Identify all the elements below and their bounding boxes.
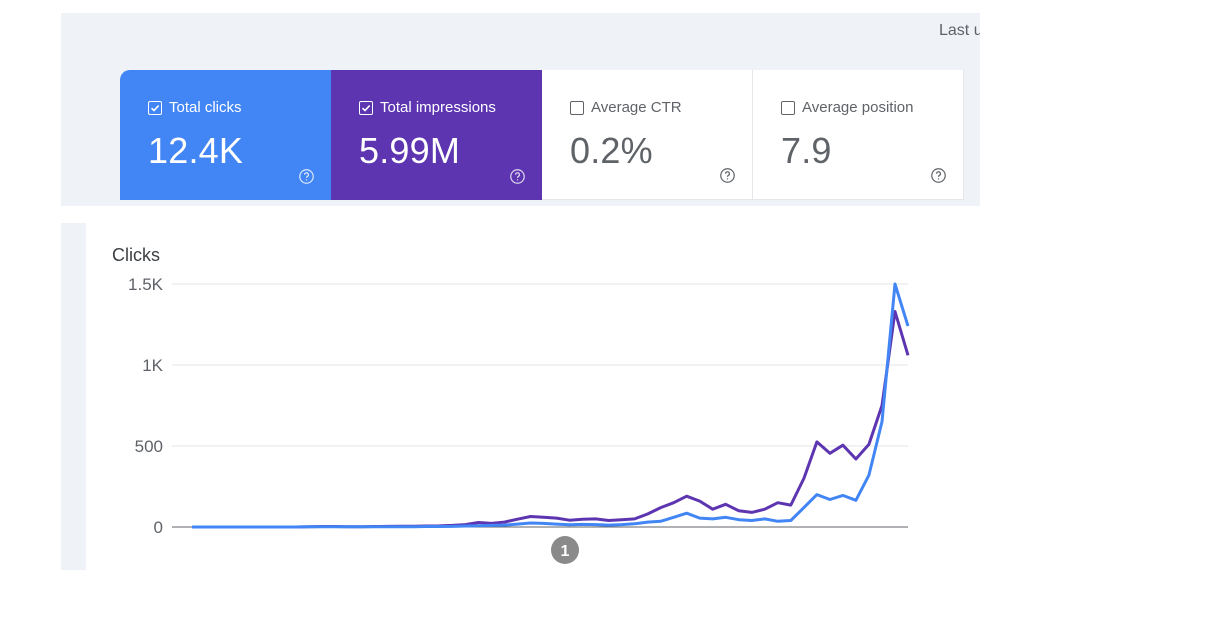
average-position-label: Average position: [802, 99, 914, 116]
average-position-value: 7.9: [781, 130, 832, 171]
total-impressions-card[interactable]: Total impressions 5.99M: [331, 70, 542, 200]
impressions-series-line: [192, 310, 910, 529]
annotation-marker-label[interactable]: 1: [561, 543, 570, 560]
help-icon[interactable]: [509, 168, 526, 185]
checkbox-checked-icon[interactable]: [148, 100, 162, 115]
help-icon[interactable]: [930, 167, 947, 184]
annotation-marker-circle[interactable]: [551, 536, 579, 564]
y-axis-title: Clicks: [112, 245, 160, 265]
checkbox-unchecked-icon[interactable]: [781, 100, 795, 115]
total-clicks-label: Total clicks: [169, 99, 242, 116]
total-impressions-label: Total impressions: [380, 99, 496, 116]
total-impressions-toggle[interactable]: Total impressions: [359, 99, 496, 116]
average-position-card[interactable]: Average position 7.9: [753, 70, 964, 200]
average-position-toggle[interactable]: Average position: [781, 99, 913, 116]
checkbox-checked-icon[interactable]: [359, 100, 373, 115]
total-clicks-toggle[interactable]: Total clicks: [148, 99, 242, 116]
last-updated-label: Last updated: [939, 22, 980, 39]
y-tick-label: 500: [135, 437, 163, 456]
total-clicks-card[interactable]: Total clicks 12.4K: [120, 70, 331, 200]
clicks-series-line: [192, 282, 910, 529]
y-tick-label: 1.5K: [128, 275, 164, 294]
average-ctr-card[interactable]: Average CTR 0.2%: [542, 70, 753, 200]
total-impressions-value: 5.99M: [359, 130, 461, 171]
chart-side-strip: [61, 223, 86, 570]
metric-cards: Total clicks 12.4K Total impressions 5.9…: [120, 70, 964, 200]
help-icon[interactable]: [719, 167, 736, 184]
y-tick-label: 0: [154, 518, 163, 537]
average-ctr-toggle[interactable]: Average CTR: [570, 99, 682, 116]
total-clicks-value: 12.4K: [148, 130, 244, 171]
average-ctr-label: Average CTR: [591, 99, 682, 116]
checkbox-unchecked-icon[interactable]: [570, 100, 584, 115]
average-ctr-value: 0.2%: [570, 130, 653, 171]
y-tick-label: 1K: [142, 356, 163, 375]
help-icon[interactable]: [298, 168, 315, 185]
annotation-marker[interactable]: 1: [551, 536, 579, 564]
